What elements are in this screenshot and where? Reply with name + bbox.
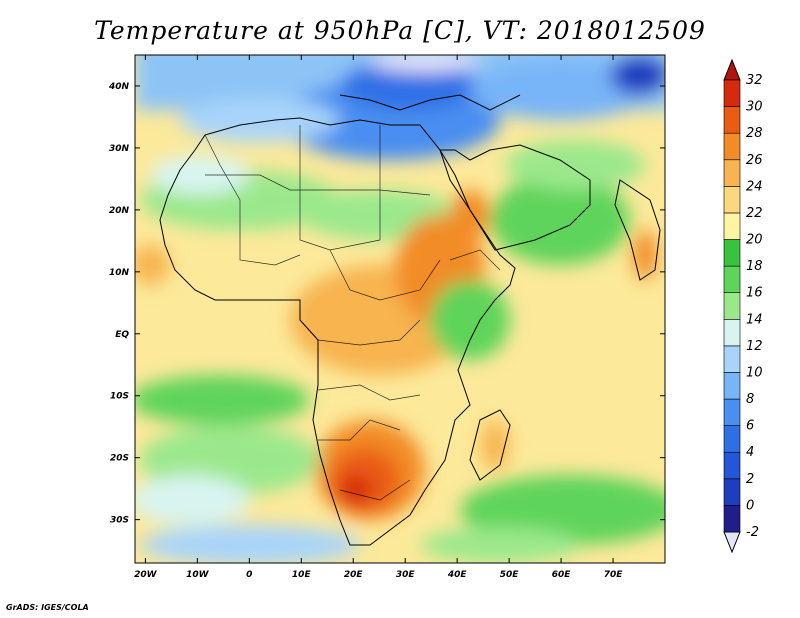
- colorbar-box: [723, 212, 741, 240]
- colorbar-box: [723, 186, 741, 214]
- colorbar-label: 22: [746, 206, 763, 221]
- colorbar-label: 8: [746, 392, 754, 407]
- footer-credit: GrADS: IGES/COLA: [6, 603, 89, 612]
- chart-title: Temperature at 950hPa [C], VT: 201801250…: [94, 16, 706, 45]
- x-tick-label: 40E: [447, 570, 468, 580]
- colorbar-label: 28: [746, 126, 763, 141]
- map-frame: [134, 54, 666, 564]
- x-tick-label: 30E: [396, 570, 416, 580]
- colorbar-box: [723, 372, 741, 400]
- colorbar-box: [723, 265, 741, 294]
- colorbar-label: 30: [746, 100, 763, 115]
- y-tick-label: 30S: [110, 516, 129, 526]
- colorbar-label: 10: [746, 365, 763, 380]
- colorbar-label: 26: [746, 153, 763, 168]
- colorbar-box: [723, 106, 741, 134]
- x-tick-label: 60E: [552, 570, 572, 580]
- y-tick-label: 40N: [108, 82, 130, 92]
- x-tick-label: 50E: [500, 570, 520, 580]
- colorbar-box: [723, 318, 741, 347]
- colorbar-box: [723, 425, 741, 453]
- x-tick-label: 0: [246, 570, 252, 580]
- colorbar-box: [723, 451, 741, 480]
- colorbar-label: 32: [746, 73, 763, 88]
- colorbar-label: -2: [746, 525, 759, 540]
- colorbar-label: 12: [746, 339, 763, 354]
- temperature-field: [135, 55, 665, 563]
- colorbar-box: [723, 345, 741, 373]
- y-axis: 40N 30N 20N 10N EQ 10S 20S 30S: [108, 82, 665, 526]
- x-tick-label: 20W: [134, 570, 158, 580]
- colorbar-box: [723, 132, 741, 161]
- colorbar-label: 4: [746, 445, 754, 460]
- colorbar-label: 24: [746, 179, 763, 194]
- colorbar-label: 6: [746, 419, 754, 434]
- y-tick-label: 30N: [109, 144, 130, 154]
- colorbar-box: [723, 398, 741, 426]
- colorbar-label: 20: [746, 233, 763, 248]
- colorbar-label: 14: [746, 312, 763, 327]
- colorbar-label: 0: [746, 498, 754, 513]
- colorbar-label: 18: [746, 259, 763, 274]
- y-tick-label: 10N: [109, 268, 130, 278]
- colorbar-box: [723, 239, 741, 267]
- colorbar-bottom-arrow: [723, 531, 741, 554]
- y-tick-label: 20N: [109, 206, 130, 216]
- colorbar-box: [723, 159, 741, 187]
- y-tick-label: EQ: [115, 330, 129, 340]
- x-tick-label: 70E: [604, 570, 624, 580]
- x-axis: 20W 10W 0 10E 20E 30E 40E 50E 60E 70E: [134, 55, 623, 580]
- colorbar-box: [723, 79, 741, 107]
- x-tick-label: 10E: [292, 570, 312, 580]
- y-tick-label: 20S: [110, 454, 129, 464]
- colorbar-label: 16: [746, 286, 763, 301]
- y-tick-label: 10S: [110, 392, 129, 402]
- colorbar-box: [723, 478, 741, 506]
- x-tick-label: 10W: [186, 570, 210, 580]
- x-tick-label: 20E: [344, 570, 364, 580]
- colorbar-top-arrow: [723, 58, 741, 81]
- colorbar-box: [723, 505, 741, 533]
- colorbar-label: 2: [746, 472, 754, 487]
- colorbar-box: [723, 292, 741, 320]
